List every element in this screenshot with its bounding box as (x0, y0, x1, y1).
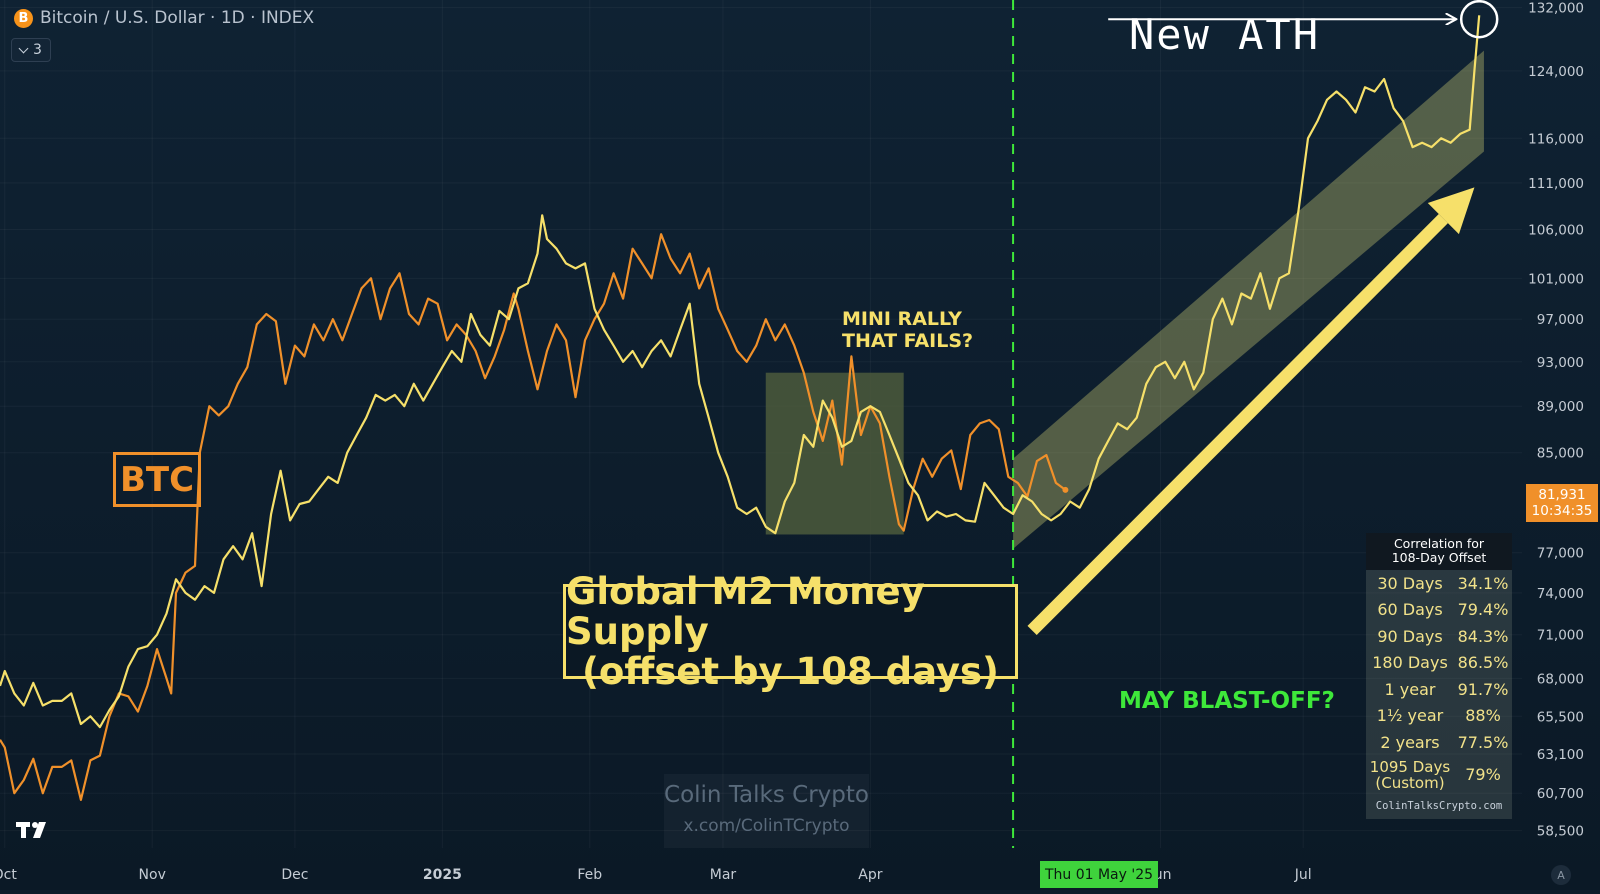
y-tick-label: 60,700 (1537, 786, 1584, 802)
btc-price-line (0, 233, 1067, 802)
x-axis[interactable]: OctNovDec2025FebMarAprJunJul (0, 867, 1312, 883)
custom-period-line1: 1095 Days (1369, 757, 1451, 776)
y-tick-label: 111,000 (1528, 176, 1584, 192)
mini-rally-annotation: MINI RALLY THAT FAILS? (842, 308, 973, 352)
bitcoin-icon: B (14, 8, 33, 28)
mini-rally-line2: THAT FAILS? (842, 330, 974, 352)
y-tick-label: 68,000 (1537, 671, 1584, 687)
chevron-down-icon (18, 43, 29, 53)
correlation-period: 30 Days (1377, 573, 1443, 593)
last-price-tag: 81,931 10:34:35 (1526, 484, 1598, 522)
indicators-toggle-button[interactable]: 3 (11, 38, 51, 62)
correlation-row: 180 Days 86.5% (1366, 650, 1512, 677)
correlation-table: Correlation for 108-Day Offset 30 Days 3… (1366, 533, 1512, 819)
correlation-value: 84.3% (1457, 626, 1509, 646)
correlation-row-custom: 1095 Days (Custom) 79% (1366, 756, 1512, 794)
correlation-value: 88% (1465, 706, 1501, 726)
last-price-value: 81,931 (1538, 487, 1586, 503)
correlation-row: 1 year 91.7% (1366, 676, 1512, 703)
correlation-value: 77.5% (1457, 732, 1509, 752)
correlation-period: 60 Days (1377, 600, 1443, 620)
y-axis[interactable]: 132,000 124,000 116,000 111,000 106,000 101,0… (1528, 1, 1584, 840)
btc-last-point (1062, 486, 1069, 493)
correlation-period: 1½ year (1376, 706, 1444, 726)
correlation-value: 91.7% (1457, 679, 1509, 699)
m2-label-box: Global M2 Money Supply (offset by 108 da… (563, 571, 1018, 691)
correlation-period: 1 year (1384, 679, 1436, 699)
grid-lines (0, 0, 1522, 848)
overlays-front (1027, 0, 1499, 636)
x-tick-label: Jul (1294, 867, 1312, 883)
correlation-value: 34.1% (1457, 573, 1509, 593)
m2-label-line1: Global M2 Money Supply (566, 569, 925, 653)
ath-circle (1459, 0, 1499, 39)
y-tick-label: 97,000 (1537, 312, 1584, 328)
y-tick-label: 71,000 (1537, 628, 1584, 644)
correlation-row: 90 Days 84.3% (1366, 623, 1512, 650)
y-tick-label: 77,000 (1537, 546, 1584, 562)
crosshair-date-tag: Thu 01 May '25 (1040, 861, 1158, 888)
correlation-period: 90 Days (1377, 626, 1443, 646)
blastoff-arrow-shaft (1027, 213, 1448, 636)
watermark: Colin Talks Crypto x.com/ColinTCrypto (664, 774, 869, 848)
correlation-row: 30 Days 34.1% (1366, 570, 1512, 597)
correlation-row: 1½ year 88% (1366, 703, 1512, 730)
correlation-title-line1: Correlation for (1393, 536, 1485, 551)
y-tick-label: 85,000 (1537, 446, 1584, 462)
y-tick-label: 63,100 (1537, 747, 1584, 763)
y-tick-label: 65,500 (1537, 709, 1584, 725)
series-layer (0, 15, 1481, 802)
y-tick-label: 74,000 (1537, 586, 1584, 602)
correlation-value: 86.5% (1457, 653, 1509, 673)
btc-label: BTC (113, 452, 201, 507)
mini-rally-line1: MINI RALLY (842, 308, 962, 330)
x-tick-label: Feb (577, 867, 602, 883)
y-tick-label: 132,000 (1528, 1, 1584, 17)
correlation-row: 2 years 77.5% (1366, 729, 1512, 756)
bar-countdown: 10:34:35 (1531, 503, 1593, 519)
y-tick-label: 93,000 (1537, 355, 1584, 371)
correlation-row: 60 Days 79.4% (1366, 597, 1512, 624)
correlation-value: 79% (1465, 765, 1501, 784)
correlation-value: 79.4% (1457, 600, 1509, 620)
correlation-table-title: Correlation for 108-Day Offset (1366, 533, 1512, 570)
auto-scale-button[interactable]: A (1551, 865, 1571, 885)
tradingview-logo-icon[interactable] (16, 820, 54, 840)
x-tick-label: Oct (0, 867, 17, 883)
x-tick-label: Mar (710, 867, 737, 883)
x-tick-label: Nov (139, 867, 166, 883)
watermark-name: Colin Talks Crypto (664, 782, 869, 808)
new-ath-annotation: New ATH (1129, 10, 1321, 59)
x-tick-label: Apr (858, 867, 882, 883)
y-tick-label: 116,000 (1528, 131, 1584, 147)
symbol-title[interactable]: Bitcoin / U.S. Dollar · 1D · INDEX (40, 8, 315, 28)
custom-period-line2: (Custom) (1375, 773, 1445, 792)
m2-label-line2: (offset by 108 days) (582, 649, 999, 693)
correlation-period: 1095 Days (Custom) (1366, 759, 1454, 791)
m2-supply-line (0, 15, 1481, 729)
correlation-footer: ColinTalksCrypto.com (1375, 799, 1503, 812)
x-tick-label: Dec (281, 867, 308, 883)
x-tick-label: 2025 (423, 867, 462, 883)
watermark-handle: x.com/ColinTCrypto (683, 816, 850, 836)
symbol-header[interactable]: B Bitcoin / U.S. Dollar · 1D · INDEX (14, 6, 314, 30)
blastoff-arrow-head (1427, 187, 1475, 235)
y-tick-label: 106,000 (1528, 222, 1584, 238)
correlation-period: 180 Days (1372, 653, 1448, 673)
y-tick-label: 58,500 (1537, 824, 1584, 840)
mini-rally-box (765, 372, 904, 535)
y-tick-label: 124,000 (1528, 64, 1584, 80)
correlation-title-line2: 108-Day Offset (1391, 550, 1487, 565)
correlation-period: 2 years (1380, 732, 1440, 752)
indicators-count: 3 (33, 42, 42, 58)
y-tick-label: 101,000 (1528, 271, 1584, 287)
may-blastoff-annotation: MAY BLAST-OFF? (1119, 688, 1335, 714)
y-tick-label: 89,000 (1537, 399, 1584, 415)
